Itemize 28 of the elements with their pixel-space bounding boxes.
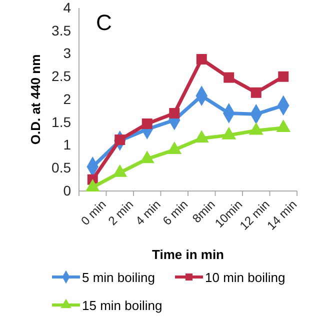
point [112,164,128,177]
point [196,54,207,64]
y-tick-label: 3 [63,45,72,62]
y-tick-label: 0 [63,182,72,198]
y-tick-label: 2.5 [52,68,72,84]
point [248,122,264,135]
point [224,72,234,83]
y-tick-label: 2 [63,90,72,107]
y-tick-label: 1.5 [52,114,72,130]
point [167,142,182,154]
point [142,118,152,129]
point [250,87,262,98]
y-axis-title: O.D. at 440 nm [28,54,43,145]
legend-label: 15 min boiling [82,298,162,313]
y-tick-label: 0.5 [52,160,72,176]
point [222,126,236,140]
point [276,120,291,132]
legend-label: 10 min boiling [205,270,286,285]
y-tick-label: 1 [63,136,72,153]
point [278,71,289,82]
point [169,108,180,118]
annotation: C [96,10,112,35]
point [85,179,100,192]
y-tick-label: 3.5 [52,22,72,38]
x-axis-title: Time in min [152,247,224,262]
point [140,150,154,164]
legend-label: 5 min boiling [82,270,155,285]
y-tick-label: 4 [63,0,72,16]
